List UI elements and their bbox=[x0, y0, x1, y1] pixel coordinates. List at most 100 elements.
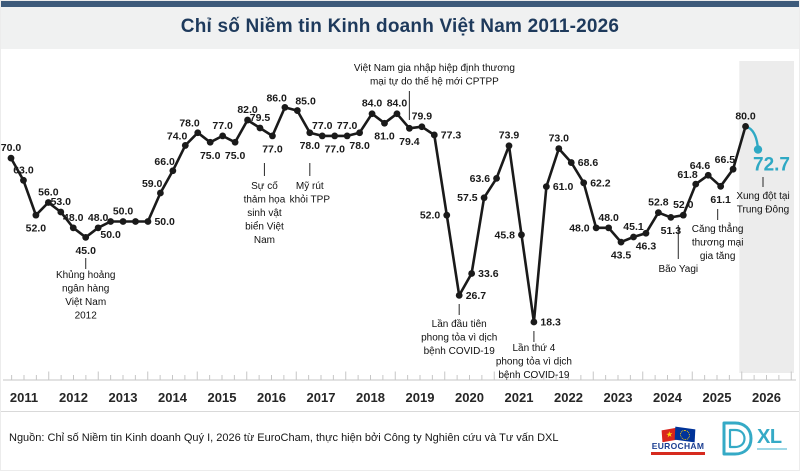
value-label: 79.5 bbox=[250, 112, 271, 124]
data-point bbox=[655, 209, 662, 217]
value-label: 48.0 bbox=[569, 222, 590, 234]
value-label: 79.9 bbox=[412, 111, 433, 123]
annotation-text: ngân hàng bbox=[62, 284, 109, 295]
data-point bbox=[132, 218, 139, 225]
data-point bbox=[256, 124, 264, 132]
value-label: 75.0 bbox=[225, 150, 246, 162]
annotation-note: Bão Yagi bbox=[658, 225, 698, 275]
value-label: 50.0 bbox=[154, 216, 175, 228]
eurocham-logo: ★ EUROCHAM bbox=[647, 423, 709, 455]
data-point bbox=[555, 145, 563, 152]
annotation-text: Việt Nam bbox=[65, 297, 106, 308]
data-point bbox=[169, 167, 177, 175]
x-axis-year-label: 2023 bbox=[604, 390, 633, 405]
value-label: 33.6 bbox=[478, 268, 499, 280]
value-label: 48.0 bbox=[88, 212, 109, 224]
data-point bbox=[94, 224, 102, 232]
value-label: 66.5 bbox=[715, 154, 736, 166]
annotation-text: thương mại bbox=[692, 238, 744, 249]
data-point bbox=[729, 165, 737, 173]
app-header: Chỉ số Niềm tin Kinh doanh Việt Nam 2011… bbox=[1, 1, 799, 49]
data-point bbox=[418, 123, 426, 131]
annotation-text: Lần thứ 4 bbox=[512, 342, 555, 354]
value-label: 80.0 bbox=[735, 110, 756, 122]
value-label: 74.0 bbox=[167, 130, 188, 142]
data-point bbox=[617, 238, 625, 246]
data-point bbox=[281, 103, 289, 111]
value-label: 78.0 bbox=[349, 140, 370, 152]
value-label: 53.0 bbox=[51, 196, 72, 208]
value-label: 86.0 bbox=[266, 92, 287, 104]
source-note: Nguồn: Chỉ số Niềm tin Kinh doanh Quý I,… bbox=[9, 432, 559, 444]
data-point bbox=[580, 179, 588, 187]
data-point bbox=[219, 132, 227, 140]
data-point bbox=[343, 132, 351, 140]
annotation-text: Nam bbox=[254, 235, 275, 246]
annotation-note: Sự cố thảm họa sinh vật biển Việt Nam bbox=[244, 163, 286, 246]
dxl-logo: XL bbox=[719, 420, 787, 458]
value-label: 46.3 bbox=[636, 241, 657, 253]
data-point bbox=[667, 213, 675, 221]
data-point bbox=[679, 211, 687, 219]
value-label: 61.1 bbox=[710, 194, 731, 206]
value-label: 73.0 bbox=[549, 133, 570, 145]
annotation-text: bệnh COVID-19 bbox=[498, 370, 570, 381]
value-label: 26.7 bbox=[466, 290, 487, 302]
x-axis-year-label: 2016 bbox=[257, 390, 286, 405]
value-label: 56.0 bbox=[38, 186, 59, 198]
x-axis-year-label: 2024 bbox=[653, 390, 683, 405]
data-point bbox=[206, 138, 214, 146]
data-point bbox=[443, 211, 451, 219]
value-label: 52.0 bbox=[673, 199, 694, 211]
value-label: 50.0 bbox=[100, 229, 121, 241]
data-point bbox=[518, 231, 525, 239]
value-label: 81.0 bbox=[374, 131, 395, 143]
x-axis-year-label: 2012 bbox=[59, 390, 88, 405]
value-label: 45.0 bbox=[75, 245, 96, 257]
data-point bbox=[430, 131, 438, 139]
value-label: 77.0 bbox=[262, 143, 283, 155]
annotation-note: Lần thứ 4 phong tỏa vì dịch bệnh COVID-19 bbox=[496, 331, 572, 381]
data-point bbox=[269, 132, 276, 140]
annotation-text: Căng thẳng bbox=[692, 222, 744, 235]
value-label: 52.8 bbox=[648, 197, 669, 209]
value-label: 61.0 bbox=[553, 181, 574, 193]
data-point bbox=[742, 123, 749, 130]
value-label: 84.0 bbox=[387, 98, 408, 110]
data-point bbox=[704, 171, 712, 179]
value-label: 48.0 bbox=[63, 212, 84, 224]
annotation-text: thảm họa bbox=[244, 195, 286, 206]
value-label: 77.0 bbox=[312, 120, 333, 132]
value-label: 59.0 bbox=[142, 178, 163, 190]
data-point bbox=[306, 129, 314, 137]
data-point bbox=[480, 194, 488, 202]
data-point bbox=[630, 233, 637, 241]
value-label: 77.3 bbox=[441, 129, 462, 141]
value-label: 79.4 bbox=[399, 136, 420, 148]
annotation-text: bệnh COVID-19 bbox=[424, 346, 496, 357]
data-point bbox=[293, 107, 301, 114]
data-point bbox=[530, 318, 538, 326]
value-label: 75.0 bbox=[200, 150, 221, 162]
x-axis-year-label: 2019 bbox=[406, 390, 435, 405]
data-point bbox=[381, 119, 388, 127]
page-title: Chỉ số Niềm tin Kinh doanh Việt Nam 2011… bbox=[180, 16, 620, 37]
highlight-value-label: 72.7 bbox=[753, 155, 790, 176]
x-axis-year-label: 2026 bbox=[752, 390, 781, 405]
annotation-text: mại tự do thế hệ mới CPTPP bbox=[370, 76, 499, 88]
annotation-text: sinh vật bbox=[247, 208, 282, 219]
data-point bbox=[231, 138, 239, 146]
x-axis-year-label: 2022 bbox=[554, 390, 583, 405]
value-label: 78.0 bbox=[300, 140, 321, 152]
dxl-d-icon bbox=[722, 421, 753, 456]
data-point bbox=[692, 180, 700, 188]
data-point bbox=[44, 199, 52, 206]
value-label: 66.0 bbox=[154, 156, 175, 168]
data-point bbox=[605, 224, 612, 232]
value-label: 63.0 bbox=[13, 164, 34, 176]
data-point bbox=[567, 159, 575, 166]
data-point bbox=[331, 132, 339, 140]
data-point bbox=[368, 110, 376, 118]
value-label: 61.8 bbox=[677, 169, 698, 181]
